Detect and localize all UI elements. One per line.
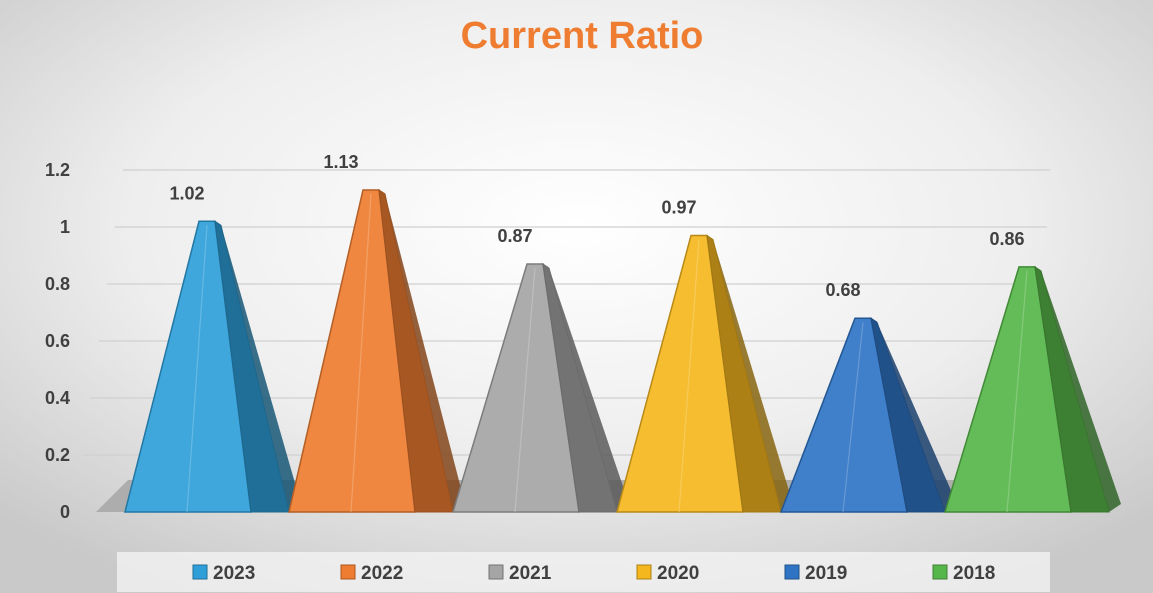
y-tick-label: 0: [60, 502, 70, 522]
legend-swatch: [192, 564, 208, 580]
data-label: 1.13: [323, 152, 358, 172]
bar-2021: [451, 263, 629, 513]
bar-ridge: [350, 193, 372, 513]
y-tick-label: 1: [60, 217, 70, 237]
legend-swatch: [784, 564, 800, 580]
bar-2019: [779, 317, 957, 513]
data-label: 0.97: [661, 198, 696, 218]
legend: 2023 2022 2021 2020 2019 2018: [117, 552, 1050, 592]
chart-title: Current Ratio: [461, 15, 704, 57]
bar-ridge: [678, 239, 700, 513]
y-tick-label: 0.6: [45, 331, 70, 351]
bar-ridge: [842, 322, 864, 513]
legend-item-2019: 2019: [784, 563, 847, 584]
legend-swatch: [488, 564, 504, 580]
bar-right-face: [1034, 265, 1110, 513]
bar-ridge: [1006, 270, 1028, 513]
data-label: 0.86: [989, 229, 1024, 249]
legend-item-2018: 2018: [932, 563, 995, 584]
y-tick-label: 0.8: [45, 274, 70, 294]
y-tick-label: 0.4: [45, 388, 70, 408]
legend-background: [117, 552, 1050, 592]
legend-item-2022: 2022: [340, 563, 403, 584]
legend-swatch: [932, 564, 948, 580]
data-label: 1.02: [169, 183, 204, 203]
legend-label: 2022: [361, 563, 403, 584]
bar-2022: [288, 188, 465, 513]
bar-ridge: [186, 225, 208, 513]
bar-2020: [616, 234, 793, 513]
y-axis-ticks: 0 0.2 0.4 0.6 0.8 1 1.2: [45, 160, 70, 522]
y-tick-label: 0.2: [45, 445, 70, 465]
legend-label: 2021: [509, 563, 552, 584]
legend-label: 2020: [657, 563, 699, 584]
bars: [124, 188, 1121, 513]
bar-2018: [943, 265, 1121, 513]
data-labels: 1.02 1.13 0.87 0.97 0.68 0.86: [169, 152, 1024, 300]
legend-swatch: [636, 564, 652, 580]
legend-item-2021: 2021: [488, 563, 552, 584]
legend-label: 2018: [953, 563, 995, 584]
legend-item-2023: 2023: [192, 563, 255, 584]
data-label: 0.87: [497, 226, 532, 246]
legend-label: 2019: [805, 563, 847, 584]
bar-2023: [124, 220, 301, 513]
y-tick-label: 1.2: [45, 160, 70, 180]
data-label: 0.68: [825, 280, 860, 300]
legend-swatch: [340, 564, 356, 580]
legend-item-2020: 2020: [636, 563, 699, 584]
legend-label: 2023: [213, 563, 255, 584]
bar-ridge: [514, 268, 536, 513]
